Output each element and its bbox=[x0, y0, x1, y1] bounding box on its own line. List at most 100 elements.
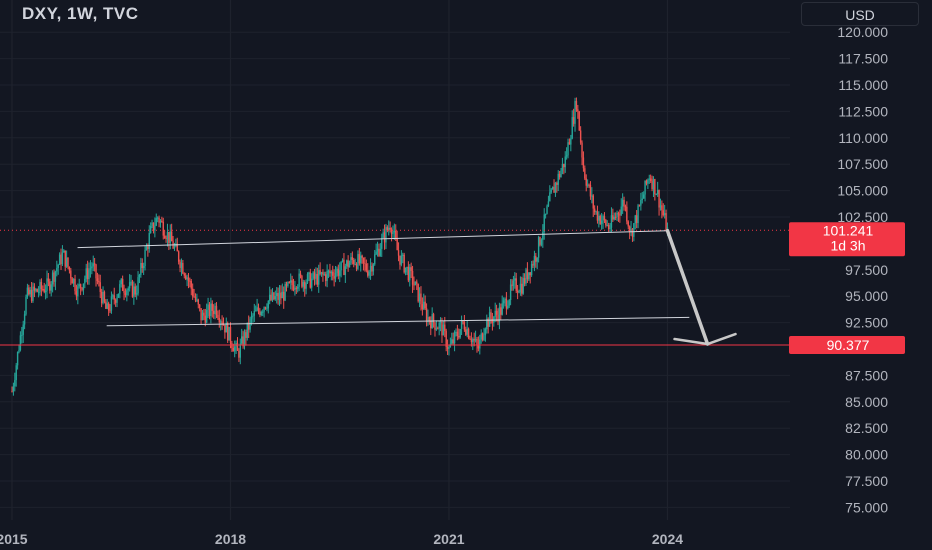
candle-body bbox=[402, 254, 404, 256]
candle-body bbox=[473, 339, 475, 341]
candle-body bbox=[79, 284, 82, 288]
candle-body bbox=[326, 270, 328, 281]
candle-body bbox=[284, 284, 286, 301]
candle-body bbox=[228, 326, 230, 341]
candle-body bbox=[665, 213, 667, 231]
candle-body bbox=[93, 263, 96, 265]
candle-body bbox=[480, 333, 482, 340]
candle-body bbox=[635, 215, 638, 224]
candle-body bbox=[438, 323, 440, 329]
candle-body bbox=[561, 163, 564, 171]
candle-body bbox=[308, 272, 310, 275]
candle-body bbox=[19, 335, 22, 351]
candle-body bbox=[233, 346, 236, 352]
candle-body bbox=[346, 260, 348, 267]
candle-body bbox=[56, 268, 58, 272]
price-tick-label: 102.500 bbox=[837, 209, 888, 225]
candle-body bbox=[121, 278, 124, 291]
candle-body bbox=[621, 199, 624, 207]
candle-body bbox=[609, 227, 611, 230]
candle-body bbox=[148, 233, 150, 249]
candle-body bbox=[623, 199, 625, 207]
candle-body bbox=[274, 296, 277, 300]
candle-body bbox=[607, 225, 610, 230]
candle-body bbox=[444, 324, 446, 331]
candle-body bbox=[354, 263, 356, 265]
candle-body bbox=[627, 221, 629, 227]
candle-body bbox=[421, 304, 424, 310]
candle-body bbox=[385, 227, 387, 243]
price-tick-label: 87.500 bbox=[845, 367, 888, 383]
price-tick-label: 82.500 bbox=[845, 420, 888, 436]
current-price-badge bbox=[789, 222, 905, 257]
candle-body bbox=[458, 336, 460, 338]
candle-body bbox=[540, 239, 543, 245]
candle-body bbox=[173, 246, 176, 249]
candle-body bbox=[165, 238, 167, 240]
candle-body bbox=[53, 272, 55, 282]
candle-body bbox=[389, 227, 391, 230]
candle-body bbox=[424, 301, 426, 309]
candle-body bbox=[30, 289, 33, 301]
candle-body bbox=[200, 308, 202, 321]
candle-body bbox=[567, 142, 569, 156]
candle-body bbox=[98, 280, 100, 283]
candle-body bbox=[117, 293, 120, 298]
candle-body bbox=[544, 213, 547, 215]
price-tick-label: 80.000 bbox=[845, 447, 888, 463]
candle-body bbox=[638, 205, 641, 207]
candle-body bbox=[490, 312, 492, 319]
candle-body bbox=[399, 255, 401, 265]
candle-body bbox=[553, 186, 555, 193]
candle-body bbox=[183, 273, 185, 276]
candle-body bbox=[92, 263, 94, 267]
candle-body bbox=[226, 323, 229, 341]
candle-body bbox=[445, 330, 447, 347]
candle-body bbox=[501, 303, 503, 315]
candle-body bbox=[364, 263, 366, 265]
candle-body bbox=[578, 111, 580, 131]
currency-button[interactable]: USD bbox=[801, 2, 919, 26]
candle-body bbox=[141, 263, 143, 269]
candle-body bbox=[413, 284, 415, 286]
candle-body bbox=[65, 257, 68, 267]
candle-body bbox=[515, 278, 517, 291]
price-tick-label: 115.000 bbox=[838, 77, 888, 93]
candle-body bbox=[474, 338, 477, 341]
candle-body bbox=[147, 246, 149, 249]
candle-body bbox=[351, 257, 354, 260]
candle-body bbox=[382, 232, 384, 238]
candle-body bbox=[614, 216, 617, 218]
candle-body bbox=[15, 365, 17, 381]
candle-body bbox=[371, 265, 373, 272]
candle-body bbox=[263, 307, 265, 312]
candle-body bbox=[63, 250, 65, 253]
candle-body bbox=[304, 282, 306, 289]
candle-body bbox=[514, 278, 516, 281]
candle-body bbox=[252, 315, 254, 317]
candle-body bbox=[340, 261, 342, 271]
candle-body bbox=[456, 331, 459, 337]
candle-body bbox=[628, 226, 631, 232]
candle-body bbox=[658, 190, 660, 208]
candle-body bbox=[647, 179, 649, 184]
candle-body bbox=[491, 318, 494, 323]
candle-body bbox=[551, 186, 554, 190]
candle-body bbox=[361, 255, 363, 258]
candle-body bbox=[283, 291, 285, 301]
candle-body bbox=[397, 250, 400, 256]
candle-body bbox=[277, 293, 279, 300]
candle-body bbox=[516, 290, 519, 293]
candle-body bbox=[598, 215, 600, 221]
candle-body bbox=[357, 254, 359, 269]
candle-body bbox=[462, 320, 464, 323]
candle-body bbox=[22, 324, 24, 335]
candle-body bbox=[626, 206, 628, 222]
candle-body bbox=[162, 221, 164, 236]
candle-body bbox=[246, 322, 248, 338]
candle-body bbox=[187, 277, 190, 281]
candle-body bbox=[302, 282, 305, 287]
candle-body bbox=[262, 311, 264, 313]
